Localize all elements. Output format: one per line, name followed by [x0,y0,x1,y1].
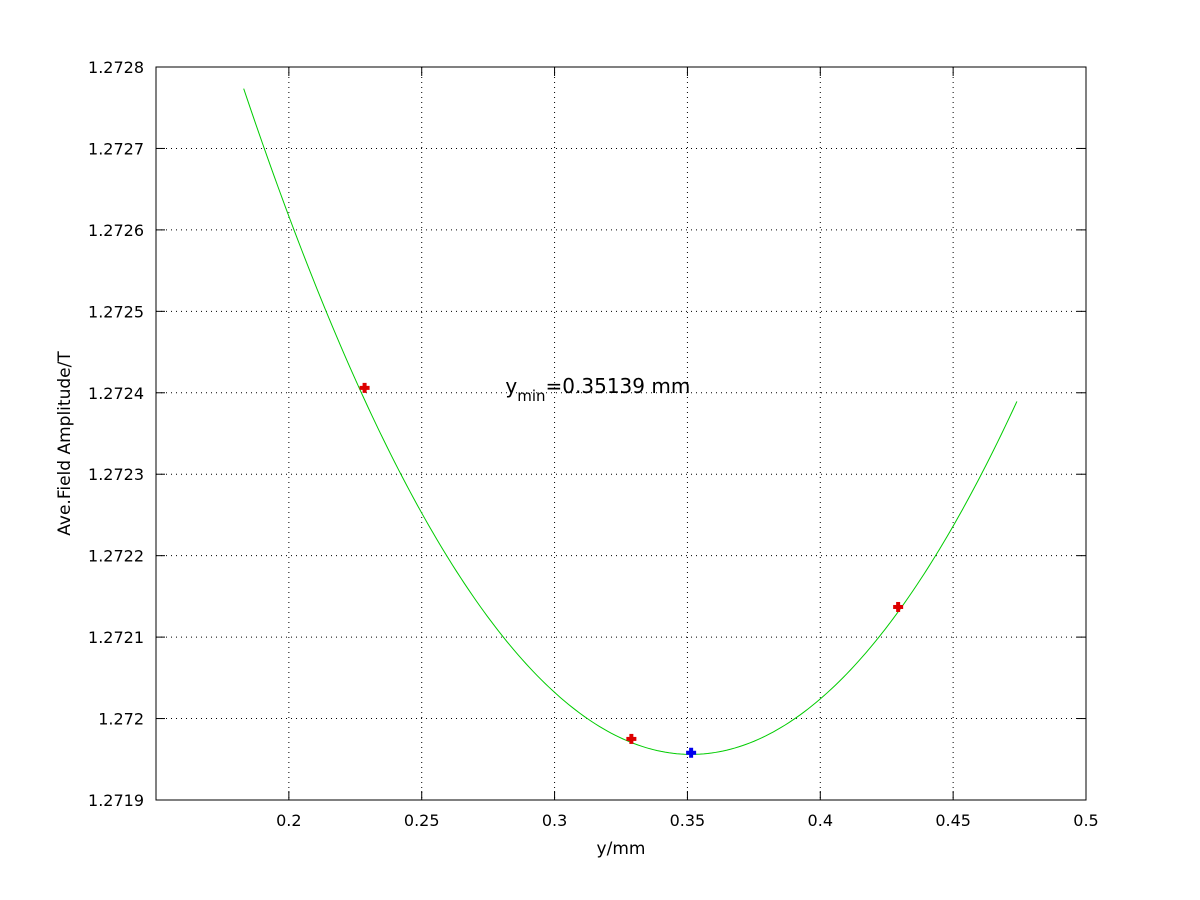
data-point-marker [359,382,370,393]
minimum-point-marker [686,747,697,758]
y-tick-label: 1.2726 [88,221,144,240]
ymin-annotation: ymin=0.35139 mm [505,374,690,405]
y-tick-label: 1.2724 [88,384,144,403]
x-tick-label: 0.5 [1073,811,1098,830]
x-tick-label: 0.25 [404,811,440,830]
x-tick-label: 0.45 [935,811,971,830]
x-tick-label: 0.2 [276,811,301,830]
y-tick-label: 1.2719 [88,791,144,810]
y-tick-label: 1.2722 [88,547,144,566]
data-point-marker [893,601,904,612]
x-tick-label: 0.3 [542,811,567,830]
x-tick-label: 0.35 [670,811,706,830]
y-tick-label: 1.2728 [88,58,144,77]
axis-ticks: 0.2 0.25 0.3 0.35 0.4 0.45 0.5 1.2719 1.272 1.272… [88,58,1099,830]
x-tick-label: 0.4 [808,811,833,830]
y-tick-label: 1.2721 [88,628,144,647]
grid-lines [156,67,1086,800]
data-point-marker [626,733,637,744]
x-axis-label: y/mm [597,839,646,859]
y-tick-label: 1.2727 [88,139,144,158]
y-tick-label: 1.2725 [88,302,144,321]
annotation-value: =0.35139 mm [546,374,691,398]
series-layer [243,88,1018,758]
y-tick-label: 1.2723 [88,465,144,484]
y-axis-label: Ave.Field Amplitude/T [55,351,75,536]
plot-frame [155,66,1087,801]
y-tick-label: 1.272 [98,710,144,729]
annotation-main: y [505,374,517,398]
annotation-subscript: min [517,387,545,405]
